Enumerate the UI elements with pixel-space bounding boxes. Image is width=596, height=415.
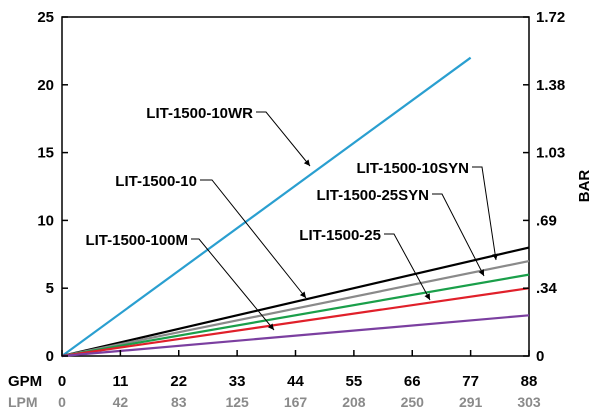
x-axis-label-lpm: LPM xyxy=(8,394,38,410)
y2-tick-label: 0 xyxy=(536,348,544,365)
x-tick-label: 55 xyxy=(346,373,363,390)
y2-tick-label: .69 xyxy=(536,212,557,229)
series-line-lit-1500-25syn xyxy=(61,273,530,358)
annotation-leader xyxy=(472,166,497,261)
series-label: LIT-1500-25 xyxy=(299,227,381,244)
y-tick-label: 0 xyxy=(46,348,54,365)
y2-tick-label: 1.38 xyxy=(536,77,565,94)
lpm-tick-label: 125 xyxy=(225,394,249,410)
lpm-tick-label: 83 xyxy=(171,394,187,410)
x-tick-label: 33 xyxy=(229,373,246,390)
y2-tick-label: 1.72 xyxy=(536,9,565,26)
x-tick-label: 0 xyxy=(58,373,66,390)
annotation-arrowhead xyxy=(303,159,310,166)
x-tick-label: 22 xyxy=(170,373,187,390)
lpm-tick-label: 303 xyxy=(517,394,541,410)
y2-tick-label: .34 xyxy=(536,280,558,297)
series-label: LIT-1500-25SYN xyxy=(316,187,429,204)
x-axis-label-gpm: GPM xyxy=(8,373,42,390)
x-tick-label: 88 xyxy=(521,373,538,390)
y-tick-label: 5 xyxy=(46,280,54,297)
annotation-arrowhead xyxy=(299,291,306,298)
x-tick-label: 11 xyxy=(112,373,128,390)
series-label: LIT-1500-10WR xyxy=(146,105,253,122)
y2-tick-label: 1.03 xyxy=(536,145,565,162)
y2-ticks: 0 .34 .69 1.03 1.38 1.72 xyxy=(523,9,565,365)
series-annotations: LIT-1500-10WR LIT-1500-10 LIT-1500-10SYN LI… xyxy=(85,105,499,331)
y-tick-label: 10 xyxy=(37,212,54,229)
series-lines xyxy=(61,56,530,358)
lpm-tick-label: 250 xyxy=(401,394,425,410)
series-line-lit-1500-100m xyxy=(61,314,530,358)
annotation-arrowhead xyxy=(478,269,484,276)
series-line-lit-1500-10wr xyxy=(61,56,472,357)
series-label: LIT-1500-10 xyxy=(115,173,197,190)
series-label: LIT-1500-100M xyxy=(85,232,188,249)
x-tick-label: 66 xyxy=(404,373,421,390)
lpm-tick-label: 208 xyxy=(342,394,366,410)
series-line-lit-1500-10syn xyxy=(61,260,530,358)
y-tick-label: 25 xyxy=(37,9,54,26)
annotation-leader xyxy=(432,193,485,277)
annotation-lit-1500-10: LIT-1500-10 xyxy=(115,173,307,299)
annotation-lit-1500-25syn: LIT-1500-25SYN xyxy=(316,187,485,277)
annotation-arrowhead xyxy=(424,293,430,300)
annotation-leader xyxy=(384,233,431,301)
y-tick-label: 15 xyxy=(37,145,54,162)
y-ticks: 0 5 10 15 20 25 xyxy=(37,9,68,365)
annotation-leader xyxy=(200,179,307,299)
x-tick-label: 44 xyxy=(287,373,304,390)
annotation-leader xyxy=(256,111,311,167)
annotation-leader xyxy=(191,238,275,331)
x-tick-label: 77 xyxy=(462,373,479,390)
lpm-tick-label: 0 xyxy=(58,394,66,410)
annotation-lit-1500-10wr: LIT-1500-10WR xyxy=(146,105,311,167)
annotation-lit-1500-10syn: LIT-1500-10SYN xyxy=(356,160,499,261)
lpm-tick-label: 291 xyxy=(459,394,483,410)
annotation-lit-1500-25: LIT-1500-25 xyxy=(299,227,431,301)
annotation-arrowhead xyxy=(267,323,274,330)
annotation-lit-1500-100m: LIT-1500-100M xyxy=(85,232,275,331)
x-ticks: 0 11 22 33 44 55 66 77 88 xyxy=(58,350,538,390)
lpm-ticks: 0 42 83 125 167 208 250 291 303 xyxy=(58,394,541,410)
lpm-tick-label: 42 xyxy=(113,394,129,410)
annotation-arrowhead xyxy=(492,253,499,260)
series-label: LIT-1500-10SYN xyxy=(356,160,469,177)
y2-axis-label: BAR xyxy=(576,170,593,203)
series-line-lit-1500-25 xyxy=(61,287,530,358)
y-tick-label: 20 xyxy=(37,77,54,94)
lpm-tick-label: 167 xyxy=(284,394,308,410)
series-line-lit-1500-10 xyxy=(61,246,530,358)
